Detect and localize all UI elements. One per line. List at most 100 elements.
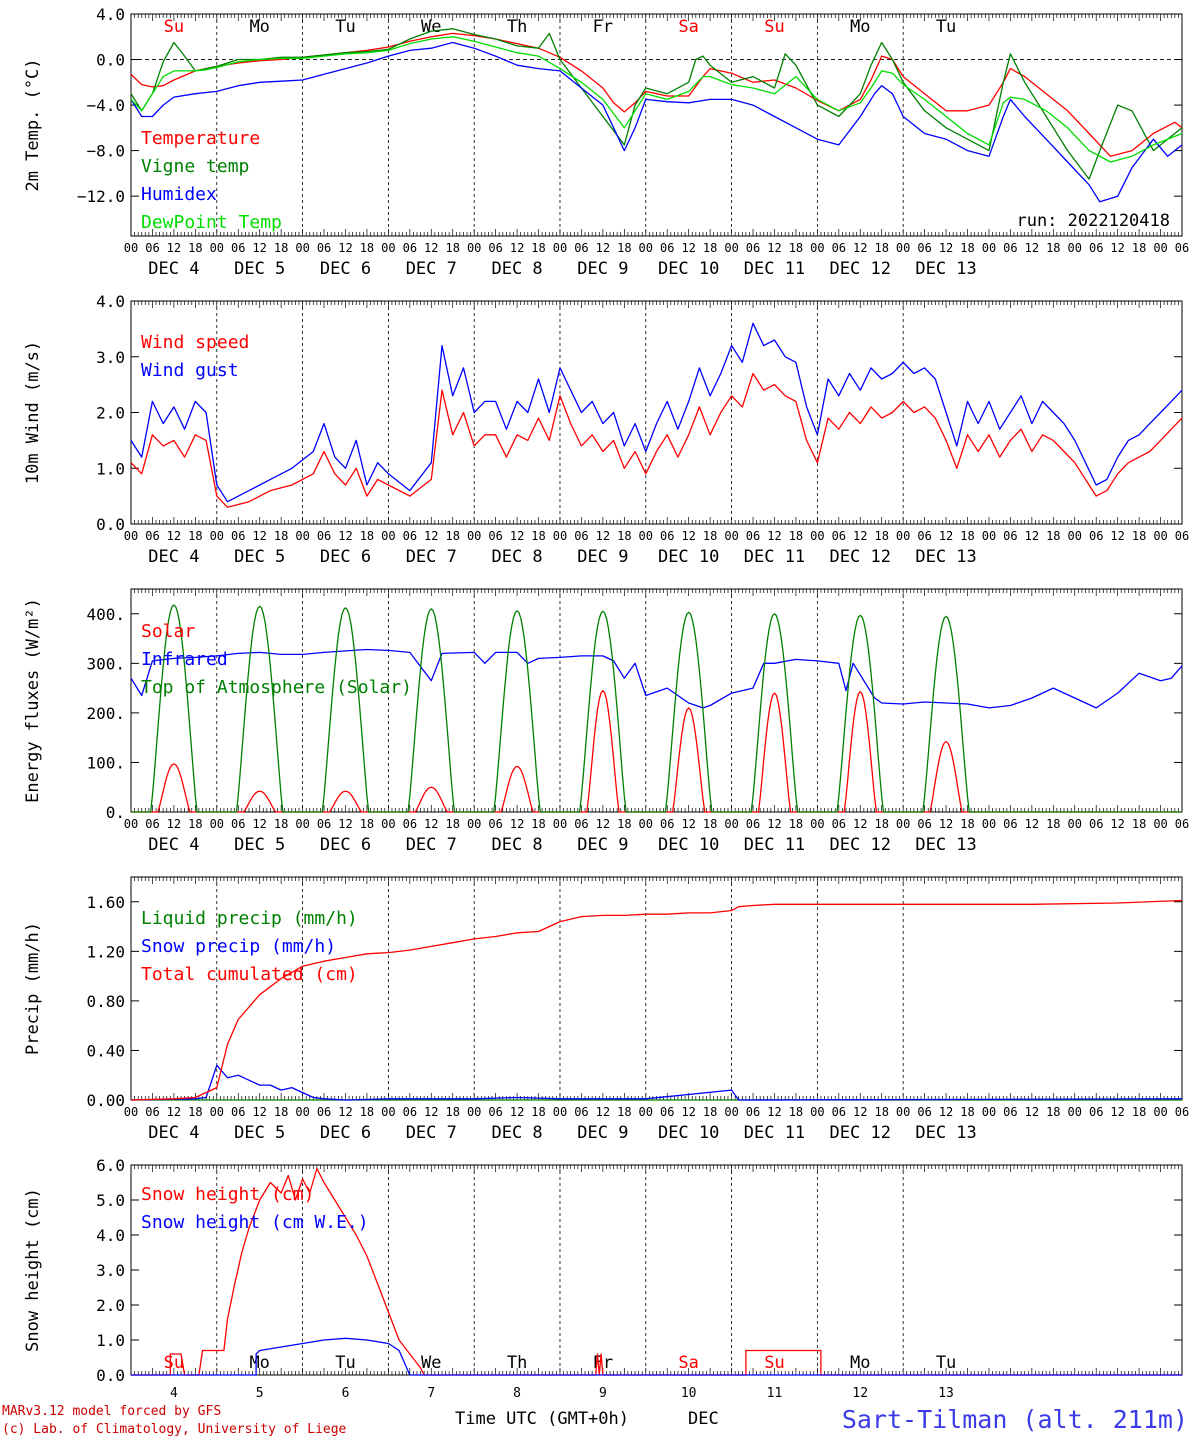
y-tick-label: −12.0 — [77, 187, 125, 206]
series-line-snow-precip-mm-h- — [130, 1064, 1183, 1101]
x-hour-label: 18 — [360, 817, 374, 831]
panels: 4.0 0.0 −4.0 −8.0 −12.0 2m Temp. (°C) 00 06 12 18… — [23, 5, 1189, 1401]
x-hour-label: 06 — [917, 817, 931, 831]
panel-precip: 0.00 0.40 0.80 1.20 1.60 Precip (mm/h) 00 06 12 1… — [23, 876, 1189, 1143]
x-date-label: DEC 9 — [577, 259, 628, 279]
x-hour-label: 00 — [295, 817, 309, 831]
legend-entry: Snow precip (mm/h) — [141, 936, 336, 957]
x-hour-label: 06 — [317, 241, 331, 255]
x-hour-label: 00 — [381, 529, 395, 543]
day-of-week-label: Sa — [678, 1353, 698, 1373]
x-hour-label: 00 — [553, 241, 567, 255]
series-line-snow-height-cm- — [131, 1167, 1182, 1376]
legend-entry: Humidex — [141, 184, 217, 205]
x-hour-label: 00 — [210, 241, 224, 255]
x-hour-label: 12 — [853, 1105, 867, 1119]
x-hour-label: 06 — [660, 1105, 674, 1119]
x-hour-label: 06 — [746, 529, 760, 543]
x-hour-label: 06 — [488, 817, 502, 831]
y-tick-label: 300. — [86, 654, 125, 673]
x-hour-label: 06 — [746, 817, 760, 831]
x-hour-label: 00 — [639, 241, 653, 255]
y-tick-label: 0.0 — [96, 515, 125, 534]
x-hour-label: 18 — [531, 817, 545, 831]
x-hour-label: 00 — [1068, 817, 1082, 831]
x-date-label: DEC 6 — [320, 259, 371, 279]
day-of-week-label: Mo — [249, 17, 269, 37]
series-line-snow-height-cm-w-e- — [131, 1337, 1182, 1376]
series-line-wind-speed — [130, 372, 1183, 508]
x-hour-label: 18 — [789, 241, 803, 255]
x-hour-label: 00 — [1153, 1105, 1167, 1119]
x-hour-label: 18 — [446, 817, 460, 831]
x-hour-label: 18 — [960, 817, 974, 831]
y-axis-label: Snow height (cm) — [23, 1188, 43, 1352]
x-hour-label: 00 — [1068, 529, 1082, 543]
x-day-number-label: 8 — [513, 1386, 521, 1401]
x-hour-label: 06 — [145, 529, 159, 543]
x-hour-label: 12 — [252, 241, 266, 255]
x-hour-label: 00 — [467, 529, 481, 543]
x-hour-label: 00 — [295, 529, 309, 543]
x-hour-label: 00 — [639, 529, 653, 543]
x-hour-label: 06 — [1003, 529, 1017, 543]
x-hour-label: 12 — [252, 1105, 266, 1119]
x-hour-label: 18 — [960, 1105, 974, 1119]
x-day-number-label: 13 — [938, 1386, 954, 1401]
x-hour-label: 00 — [467, 817, 481, 831]
x-hour-label: 18 — [703, 529, 717, 543]
x-day-number-label: 7 — [427, 1386, 435, 1401]
x-hour-label: 00 — [124, 241, 138, 255]
x-date-label: DEC 12 — [830, 259, 891, 279]
legend-entry: Total cumulated (cm) — [141, 964, 358, 985]
x-hour-label: 18 — [1132, 241, 1146, 255]
x-hour-label: 12 — [424, 241, 438, 255]
legend-entry: Vigne temp — [141, 156, 249, 177]
x-hour-label: 18 — [1046, 529, 1060, 543]
x-hour-label: 00 — [982, 529, 996, 543]
x-date-label: DEC 4 — [148, 1123, 199, 1143]
y-tick-label: 4.0 — [96, 292, 125, 311]
x-hour-label: 06 — [917, 529, 931, 543]
x-date-label: DEC 10 — [658, 835, 719, 855]
x-hour-label: 12 — [1110, 817, 1124, 831]
series-line-wind-gust — [130, 322, 1183, 503]
legend-entry: Infrared — [141, 649, 228, 670]
footer-model-note: MARv3.12 model forced by GFS — [2, 1404, 221, 1419]
x-hour-label: 12 — [596, 817, 610, 831]
x-date-label: DEC 9 — [577, 1123, 628, 1143]
x-hour-label: 00 — [553, 817, 567, 831]
x-hour-label: 12 — [1110, 241, 1124, 255]
x-hour-label: 18 — [874, 817, 888, 831]
x-hour-label: 06 — [574, 1105, 588, 1119]
y-tick-label: 1.0 — [96, 459, 125, 478]
x-date-label: DEC 7 — [406, 259, 457, 279]
x-hour-label: 12 — [424, 1105, 438, 1119]
x-date-label: DEC 11 — [744, 259, 805, 279]
y-axis-label: 2m Temp. (°C) — [23, 58, 43, 191]
x-hour-label: 06 — [403, 817, 417, 831]
x-hour-label: 00 — [124, 817, 138, 831]
x-hour-label: 00 — [982, 817, 996, 831]
x-hour-label: 18 — [188, 529, 202, 543]
x-hour-label: 06 — [317, 529, 331, 543]
x-date-label: DEC 4 — [148, 835, 199, 855]
x-hour-label: 12 — [681, 817, 695, 831]
day-of-week-label: Tu — [936, 17, 956, 37]
x-hour-label: 12 — [939, 817, 953, 831]
x-date-label: DEC 11 — [744, 1123, 805, 1143]
x-hour-label: 06 — [488, 529, 502, 543]
x-hour-label: 18 — [531, 241, 545, 255]
x-hour-label: 06 — [488, 241, 502, 255]
y-tick-label: 100. — [86, 753, 125, 772]
x-hour-label: 12 — [596, 1105, 610, 1119]
y-tick-label: 0.00 — [86, 1091, 125, 1110]
series-line-dewpoint-temp — [130, 36, 1183, 163]
x-hour-label: 18 — [1132, 817, 1146, 831]
x-hour-label: 18 — [789, 529, 803, 543]
x-hour-label: 00 — [810, 817, 824, 831]
x-hour-label: 18 — [874, 241, 888, 255]
y-tick-label: −4.0 — [86, 96, 125, 115]
